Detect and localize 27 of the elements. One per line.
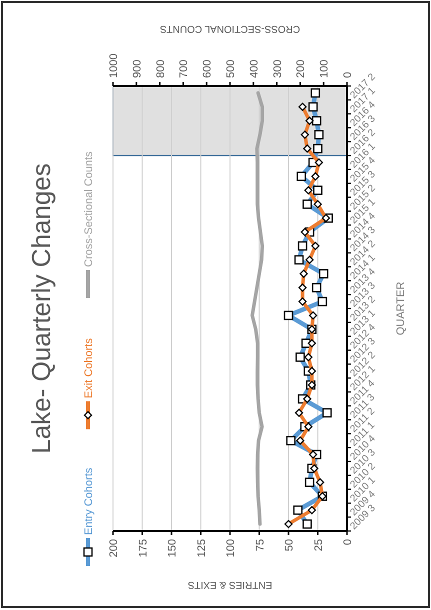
x2-tick-label: 300 [272, 60, 284, 78]
x2-tick-label: 400 [248, 60, 260, 78]
x-tick-label: 50 [284, 539, 296, 552]
y-axis-title: QUARTER [395, 282, 407, 336]
x2-tick-label: 500 [225, 60, 237, 78]
x-axis-title: ENTRIES & EXITS [187, 579, 272, 590]
text: Entry Cohorts [83, 467, 95, 535]
x-tick-label: 75 [254, 539, 266, 552]
x2-tick-label: 100 [318, 60, 331, 78]
text: Cross-Sectional Counts [83, 150, 95, 267]
text: Exit Cohorts [83, 338, 95, 398]
x2-tick-label: 700 [178, 60, 190, 78]
x2-tick-label: 600 [202, 60, 214, 78]
x2-tick-label: 0 [342, 72, 354, 78]
x-tick-label: 200 [108, 539, 120, 558]
x2-tick-label: 1000 [108, 54, 120, 78]
x-tick-label: 25 [312, 539, 325, 552]
x2-tick-label: 200 [295, 60, 308, 78]
x-tick-label: 125 [196, 539, 208, 558]
text: Lake- Quarterly Changes [26, 163, 56, 454]
x-tick-label: 0 [342, 539, 354, 546]
x2-tick-label: 900 [131, 60, 144, 78]
x-tick-label: 100 [225, 539, 237, 558]
x-tick-label: 150 [166, 539, 178, 558]
x2-tick-label: 800 [154, 60, 167, 78]
x2-axis-title: CROSS-SECTIONAL COUNTS [160, 23, 300, 34]
x-tick-label: 175 [137, 539, 150, 558]
